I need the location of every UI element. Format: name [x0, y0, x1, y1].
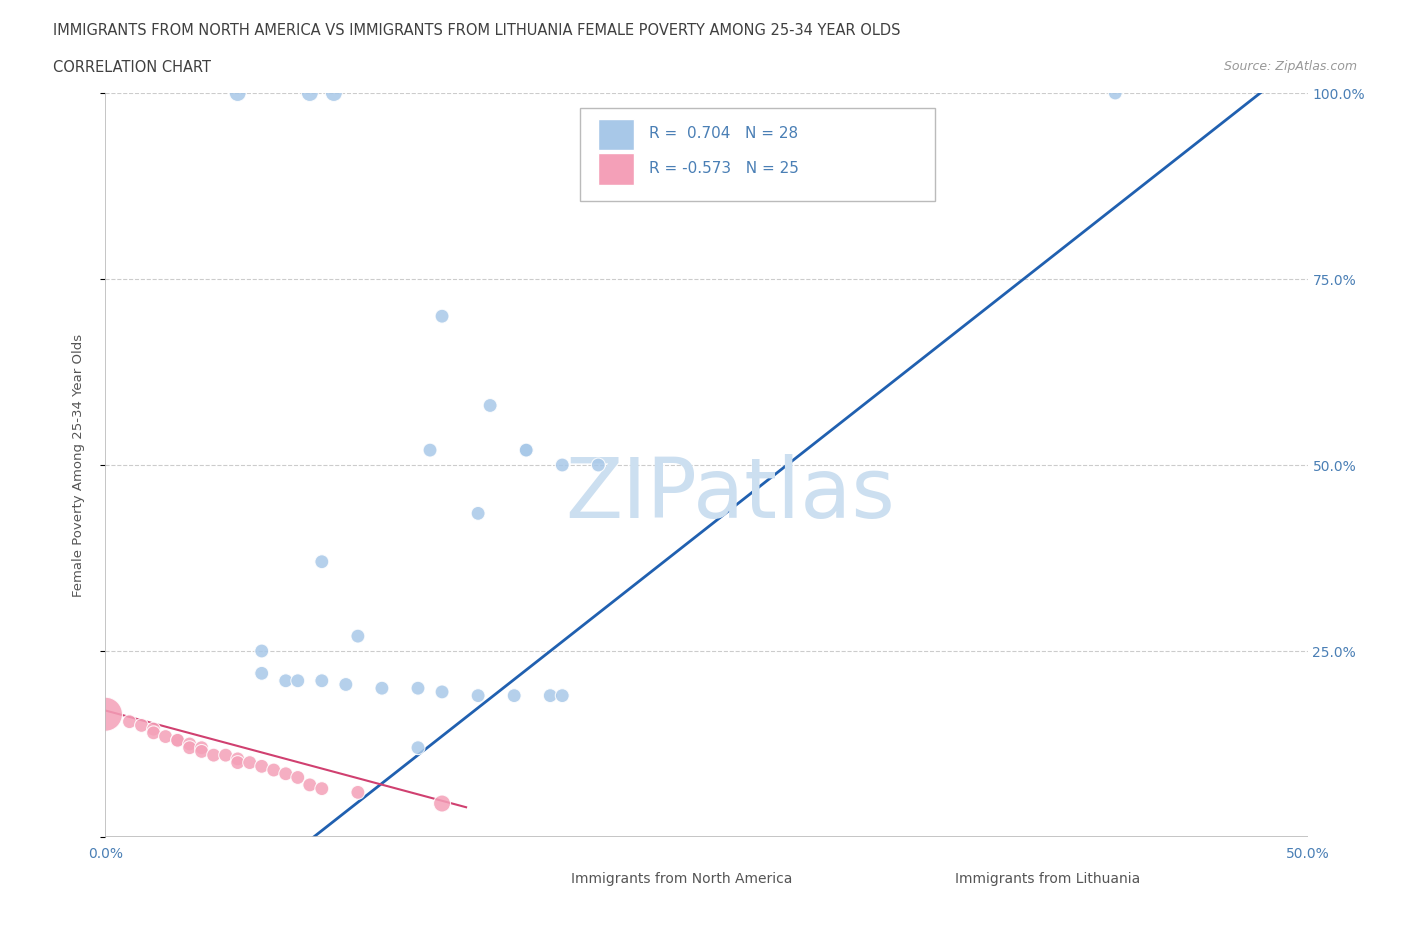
- Point: [202, 748, 225, 763]
- Point: [371, 681, 394, 696]
- Point: [179, 737, 201, 751]
- Text: R =  0.704   N = 28: R = 0.704 N = 28: [648, 126, 799, 141]
- Point: [588, 458, 610, 472]
- Point: [274, 673, 297, 688]
- Text: ZIPatlas: ZIPatlas: [565, 454, 896, 536]
- Point: [250, 666, 273, 681]
- Text: CORRELATION CHART: CORRELATION CHART: [53, 60, 211, 75]
- Point: [274, 766, 297, 781]
- Point: [503, 688, 526, 703]
- Point: [226, 755, 249, 770]
- Point: [298, 86, 321, 100]
- Point: [142, 722, 165, 737]
- Point: [287, 673, 309, 688]
- Point: [131, 718, 153, 733]
- Point: [467, 506, 489, 521]
- Point: [287, 770, 309, 785]
- Point: [250, 644, 273, 658]
- Point: [226, 86, 249, 100]
- Point: [551, 458, 574, 472]
- Point: [311, 673, 333, 688]
- Point: [538, 688, 561, 703]
- Point: [430, 684, 453, 699]
- Point: [347, 785, 370, 800]
- Point: [1104, 86, 1126, 100]
- Bar: [526, 865, 553, 893]
- Point: [166, 733, 188, 748]
- Point: [347, 629, 370, 644]
- Text: Immigrants from Lithuania: Immigrants from Lithuania: [955, 871, 1140, 885]
- Point: [190, 740, 212, 755]
- Point: [479, 398, 502, 413]
- Point: [322, 86, 344, 100]
- Point: [406, 681, 429, 696]
- Bar: [911, 865, 938, 893]
- Bar: [599, 119, 634, 151]
- Point: [298, 777, 321, 792]
- Point: [190, 744, 212, 759]
- FancyBboxPatch shape: [581, 108, 935, 201]
- Point: [406, 740, 429, 755]
- Point: [430, 309, 453, 324]
- Bar: [599, 153, 634, 184]
- Text: R = -0.573   N = 25: R = -0.573 N = 25: [648, 161, 799, 176]
- Point: [94, 707, 117, 722]
- Point: [515, 443, 537, 458]
- Point: [250, 759, 273, 774]
- Point: [311, 554, 333, 569]
- Point: [166, 733, 188, 748]
- Point: [515, 443, 537, 458]
- Point: [430, 796, 453, 811]
- Text: IMMIGRANTS FROM NORTH AMERICA VS IMMIGRANTS FROM LITHUANIA FEMALE POVERTY AMONG : IMMIGRANTS FROM NORTH AMERICA VS IMMIGRA…: [53, 23, 901, 38]
- Text: Source: ZipAtlas.com: Source: ZipAtlas.com: [1223, 60, 1357, 73]
- Point: [551, 688, 574, 703]
- Point: [142, 725, 165, 740]
- Point: [311, 781, 333, 796]
- Point: [239, 755, 262, 770]
- Point: [155, 729, 177, 744]
- Point: [263, 763, 285, 777]
- Point: [179, 740, 201, 755]
- Y-axis label: Female Poverty Among 25-34 Year Olds: Female Poverty Among 25-34 Year Olds: [72, 334, 84, 596]
- Point: [467, 688, 489, 703]
- Text: Immigrants from North America: Immigrants from North America: [571, 871, 792, 885]
- Point: [118, 714, 141, 729]
- Point: [214, 748, 236, 763]
- Point: [226, 751, 249, 766]
- Point: [335, 677, 357, 692]
- Point: [419, 443, 441, 458]
